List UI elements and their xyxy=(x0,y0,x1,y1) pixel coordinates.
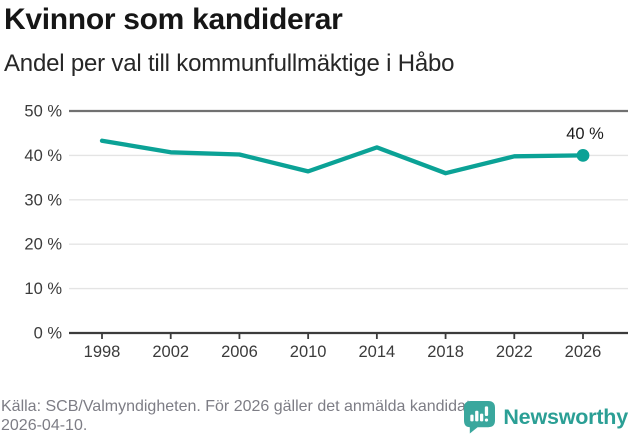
chart-subtitle: Andel per val till kommunfullmäktige i H… xyxy=(4,50,455,77)
source-note: Källa: SCB/Valmyndigheten. För 2026 gäll… xyxy=(1,398,485,434)
newsworthy-wordmark: Newsworthy xyxy=(503,405,628,429)
y-tick-label: 30 % xyxy=(24,191,62,209)
y-tick-label: 10 % xyxy=(24,280,62,298)
data-line xyxy=(99,138,586,176)
x-tick-label: 2018 xyxy=(427,343,464,361)
x-tick-label: 2022 xyxy=(496,343,533,361)
y-tick-label: 40 % xyxy=(24,147,62,165)
newsworthy-icon xyxy=(464,401,496,434)
end-point-label: 40 % xyxy=(566,125,604,143)
x-tick-label: 2002 xyxy=(152,343,189,361)
y-tick-label: 0 % xyxy=(34,325,63,343)
x-tick-label: 1998 xyxy=(84,343,121,361)
end-point xyxy=(576,149,590,162)
newsworthy-logo[interactable]: Newsworthy xyxy=(464,401,628,434)
x-tick-label: 2010 xyxy=(290,343,327,361)
y-tick-label: 50 % xyxy=(24,103,62,121)
line-chart: 0 % 10 % 20 % 30 % 40 % 50 % 1998 2002 2006 2010 2… xyxy=(24,103,628,361)
y-tick-label: 20 % xyxy=(24,236,62,254)
x-tick-label: 2026 xyxy=(565,343,602,361)
chart-title: Kvinnor som kandiderar xyxy=(4,3,343,36)
x-tick-label: 2014 xyxy=(358,343,395,361)
x-tick-label: 2006 xyxy=(221,343,258,361)
